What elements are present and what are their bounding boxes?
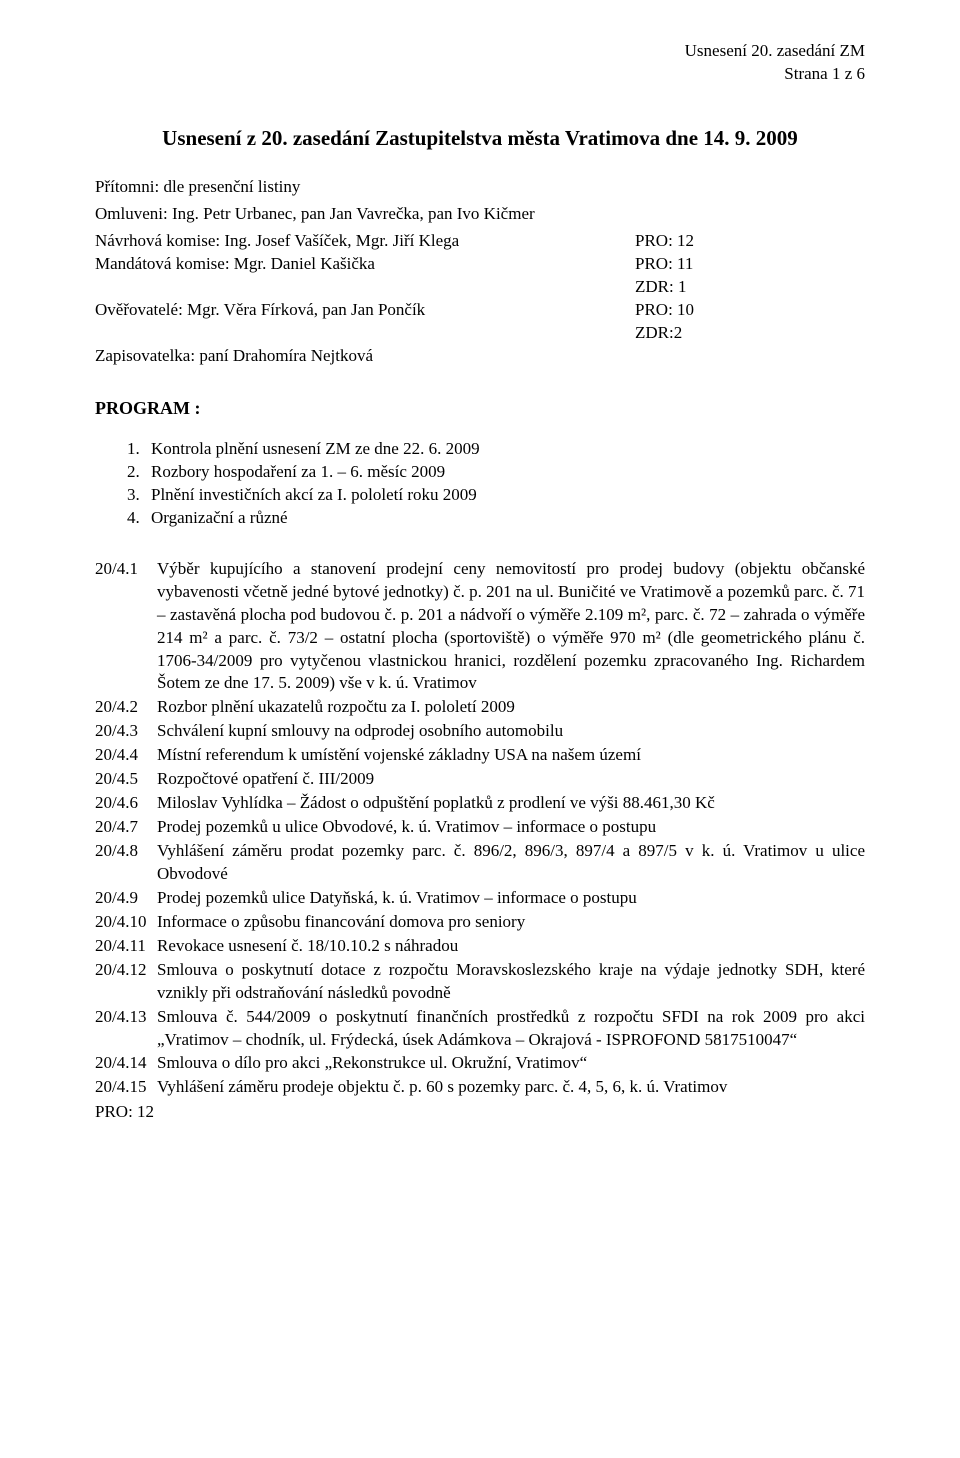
agenda-item-label: 20/4.14 xyxy=(95,1052,157,1075)
agenda-item-label: 20/4.10 xyxy=(95,911,157,934)
agenda-item-text: Miloslav Vyhlídka – Žádost o odpuštění p… xyxy=(157,792,865,815)
committee-left: Zapisovatelka: paní Drahomíra Nejtková xyxy=(95,345,635,368)
agenda-item: 20/4.3Schválení kupní smlouvy na odprode… xyxy=(95,720,865,743)
agenda-item: 20/4.6Miloslav Vyhlídka – Žádost o odpuš… xyxy=(95,792,865,815)
agenda-item-label: 20/4.5 xyxy=(95,768,157,791)
committee-right: ZDR:2 xyxy=(635,322,682,345)
committee-block: Návrhová komise: Ing. Josef Vašíček, Mgr… xyxy=(95,230,865,368)
program-item-num: 1. xyxy=(127,438,151,461)
committee-right: PRO: 12 xyxy=(635,230,694,253)
page-header: Usnesení 20. zasedání ZM Strana 1 z 6 xyxy=(95,40,865,86)
program-item: 2.Rozbory hospodaření za 1. – 6. měsíc 2… xyxy=(127,461,865,484)
committee-row: Mandátová komise: Mgr. Daniel KašičkaPRO… xyxy=(95,253,865,276)
agenda-list: 20/4.1Výběr kupujícího a stanovení prode… xyxy=(95,558,865,1100)
agenda-item: 20/4.9Prodej pozemků ulice Datyňská, k. … xyxy=(95,887,865,910)
committee-row: Zapisovatelka: paní Drahomíra Nejtková xyxy=(95,345,865,368)
agenda-item-label: 20/4.12 xyxy=(95,959,157,1005)
agenda-item-label: 20/4.9 xyxy=(95,887,157,910)
agenda-item-label: 20/4.6 xyxy=(95,792,157,815)
agenda-item-label: 20/4.2 xyxy=(95,696,157,719)
committee-right: PRO: 11 xyxy=(635,253,693,276)
program-item-num: 3. xyxy=(127,484,151,507)
agenda-item-label: 20/4.7 xyxy=(95,816,157,839)
agenda-item-label: 20/4.11 xyxy=(95,935,157,958)
agenda-item-text: Informace o způsobu financování domova p… xyxy=(157,911,865,934)
agenda-item-text: Smlouva o poskytnutí dotace z rozpočtu M… xyxy=(157,959,865,1005)
program-item-num: 4. xyxy=(127,507,151,530)
agenda-item-label: 20/4.13 xyxy=(95,1006,157,1052)
agenda-item-label: 20/4.15 xyxy=(95,1076,157,1099)
agenda-item: 20/4.5Rozpočtové opatření č. III/2009 xyxy=(95,768,865,791)
agenda-item-text: Prodej pozemků u ulice Obvodové, k. ú. V… xyxy=(157,816,865,839)
program-item-text: Organizační a různé xyxy=(151,507,288,530)
program-item-text: Kontrola plnění usnesení ZM ze dne 22. 6… xyxy=(151,438,480,461)
agenda-item: 20/4.2Rozbor plnění ukazatelů rozpočtu z… xyxy=(95,696,865,719)
agenda-item-label: 20/4.1 xyxy=(95,558,157,696)
program-item-text: Plnění investičních akcí za I. pololetí … xyxy=(151,484,477,507)
header-line-2: Strana 1 z 6 xyxy=(95,63,865,86)
agenda-item-text: Smlouva o dílo pro akci „Rekonstrukce ul… xyxy=(157,1052,865,1075)
committee-right: ZDR: 1 xyxy=(635,276,686,299)
committee-left xyxy=(95,322,635,345)
agenda-item-text: Smlouva č. 544/2009 o poskytnutí finančn… xyxy=(157,1006,865,1052)
agenda-item-label: 20/4.8 xyxy=(95,840,157,886)
committee-row: ZDR: 1 xyxy=(95,276,865,299)
agenda-item: 20/4.4Místní referendum k umístění vojen… xyxy=(95,744,865,767)
agenda-item: 20/4.15Vyhlášení záměru prodeje objektu … xyxy=(95,1076,865,1099)
program-heading: PROGRAM : xyxy=(95,396,865,420)
agenda-item-text: Vyhlášení záměru prodeje objektu č. p. 6… xyxy=(157,1076,865,1099)
agenda-item-text: Místní referendum k umístění vojenské zá… xyxy=(157,744,865,767)
agenda-item-text: Rozpočtové opatření č. III/2009 xyxy=(157,768,865,791)
program-item-num: 2. xyxy=(127,461,151,484)
committee-row: Ověřovatelé: Mgr. Věra Fírková, pan Jan … xyxy=(95,299,865,322)
agenda-item-label: 20/4.3 xyxy=(95,720,157,743)
committee-left: Ověřovatelé: Mgr. Věra Fírková, pan Jan … xyxy=(95,299,635,322)
agenda-item: 20/4.7Prodej pozemků u ulice Obvodové, k… xyxy=(95,816,865,839)
agenda-item: 20/4.13Smlouva č. 544/2009 o poskytnutí … xyxy=(95,1006,865,1052)
attendance-line-2: Omluveni: Ing. Petr Urbanec, pan Jan Vav… xyxy=(95,203,865,226)
agenda-item: 20/4.1Výběr kupujícího a stanovení prode… xyxy=(95,558,865,696)
committee-right: PRO: 10 xyxy=(635,299,694,322)
agenda-item: 20/4.11Revokace usnesení č. 18/10.10.2 s… xyxy=(95,935,865,958)
agenda-item: 20/4.8Vyhlášení záměru prodat pozemky pa… xyxy=(95,840,865,886)
agenda-item-text: Výběr kupujícího a stanovení prodejní ce… xyxy=(157,558,865,696)
agenda-item: 20/4.10Informace o způsobu financování d… xyxy=(95,911,865,934)
agenda-item-label: 20/4.4 xyxy=(95,744,157,767)
agenda-item-text: Rozbor plnění ukazatelů rozpočtu za I. p… xyxy=(157,696,865,719)
agenda-item-text: Prodej pozemků ulice Datyňská, k. ú. Vra… xyxy=(157,887,865,910)
program-item: 1.Kontrola plnění usnesení ZM ze dne 22.… xyxy=(127,438,865,461)
pro-final: PRO: 12 xyxy=(95,1101,865,1124)
committee-left: Návrhová komise: Ing. Josef Vašíček, Mgr… xyxy=(95,230,635,253)
attendance-line-1: Přítomni: dle presenční listiny xyxy=(95,176,865,199)
agenda-item: 20/4.14Smlouva o dílo pro akci „Rekonstr… xyxy=(95,1052,865,1075)
agenda-item: 20/4.12Smlouva o poskytnutí dotace z roz… xyxy=(95,959,865,1005)
program-item: 4.Organizační a různé xyxy=(127,507,865,530)
committee-left: Mandátová komise: Mgr. Daniel Kašička xyxy=(95,253,635,276)
program-list: 1.Kontrola plnění usnesení ZM ze dne 22.… xyxy=(127,438,865,530)
committee-row: Návrhová komise: Ing. Josef Vašíček, Mgr… xyxy=(95,230,865,253)
committee-row: ZDR:2 xyxy=(95,322,865,345)
program-item-text: Rozbory hospodaření za 1. – 6. měsíc 200… xyxy=(151,461,445,484)
agenda-item-text: Revokace usnesení č. 18/10.10.2 s náhrad… xyxy=(157,935,865,958)
committee-left xyxy=(95,276,635,299)
header-line-1: Usnesení 20. zasedání ZM xyxy=(95,40,865,63)
program-item: 3.Plnění investičních akcí za I. pololet… xyxy=(127,484,865,507)
agenda-item-text: Vyhlášení záměru prodat pozemky parc. č.… xyxy=(157,840,865,886)
agenda-item-text: Schválení kupní smlouvy na odprodej osob… xyxy=(157,720,865,743)
document-title: Usnesení z 20. zasedání Zastupitelstva m… xyxy=(95,124,865,152)
